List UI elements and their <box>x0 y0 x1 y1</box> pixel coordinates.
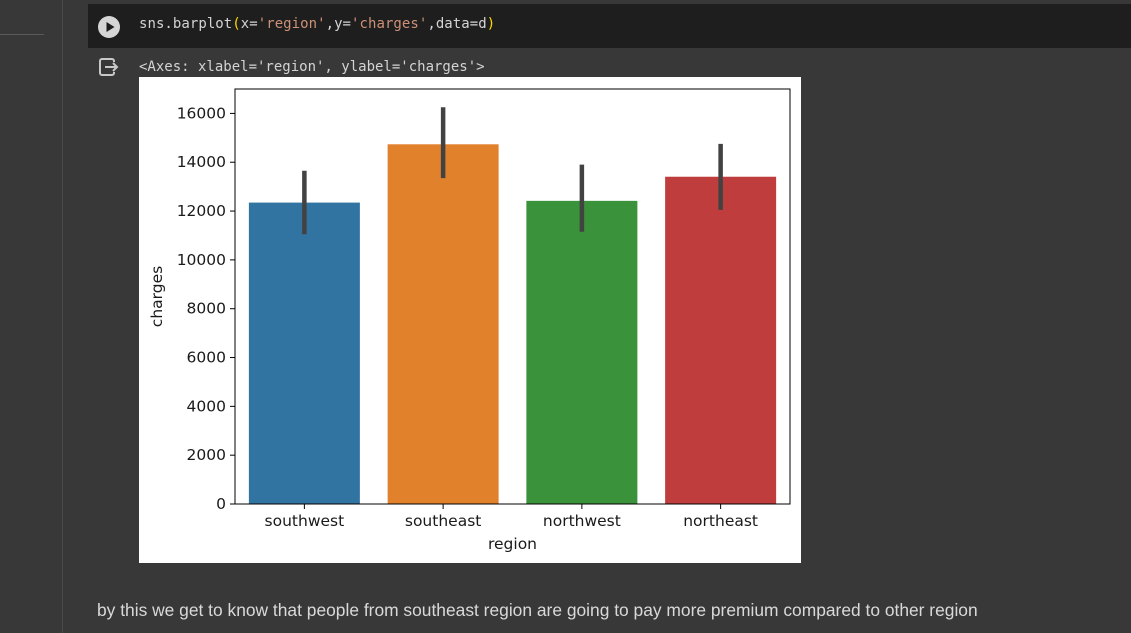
code-sep2: ,data=d <box>427 16 487 32</box>
bar-southeast <box>387 144 499 504</box>
cell-gutter <box>0 0 63 633</box>
code-line[interactable]: sns.barplot(x='region',y='charges',data=… <box>139 16 495 32</box>
axes-frame <box>234 88 791 505</box>
code-close-paren: ) <box>486 16 496 32</box>
y-tick-label-2000: 2000 <box>187 446 226 464</box>
x-tick-label-southeast: southeast <box>405 512 481 530</box>
bar-northwest <box>526 200 638 504</box>
y-tick-label-12000: 12000 <box>177 202 226 220</box>
x-tick-label-northwest: northwest <box>543 512 621 530</box>
y-tick-label-6000: 6000 <box>187 349 226 367</box>
bar-northeast <box>665 176 777 504</box>
code-arg-y: y= <box>334 16 352 32</box>
barplot-figure: southwest southeast northwest northeast 0 200… <box>139 77 801 563</box>
y-tick-label-0: 0 <box>216 495 226 513</box>
x-axis-label: region <box>488 535 537 553</box>
run-cell-button[interactable] <box>98 16 120 38</box>
x-tick-label-southwest: southwest <box>265 512 345 530</box>
y-tick-label-14000: 14000 <box>177 153 226 171</box>
y-tick-label-10000: 10000 <box>177 251 226 269</box>
code-sep1: , <box>325 16 335 32</box>
code-func: sns.barplot <box>139 16 233 32</box>
code-val-y: 'charges' <box>351 16 428 32</box>
code-val-x: 'region' <box>257 16 326 32</box>
x-tick-label-northeast: northeast <box>683 512 758 530</box>
y-axis-label: charges <box>148 266 166 327</box>
markdown-text: by this we get to know that people from … <box>97 600 978 620</box>
y-tick-label-8000: 8000 <box>187 300 226 318</box>
output-icon[interactable] <box>98 56 120 78</box>
gutter-divider <box>0 34 44 35</box>
code-cell[interactable]: sns.barplot(x='region',y='charges',data=… <box>88 4 1131 48</box>
output-repr: <Axes: xlabel='region', ylabel='charges'… <box>139 59 485 75</box>
y-tick-label-16000: 16000 <box>177 104 226 122</box>
barplot-chart: southwest southeast northwest northeast 0 200… <box>148 88 791 553</box>
y-tick-label-4000: 4000 <box>187 397 226 415</box>
play-icon <box>106 22 115 32</box>
code-arg-x: x= <box>240 16 258 32</box>
bar-southwest <box>248 202 360 504</box>
code-open-paren: ( <box>232 16 241 32</box>
